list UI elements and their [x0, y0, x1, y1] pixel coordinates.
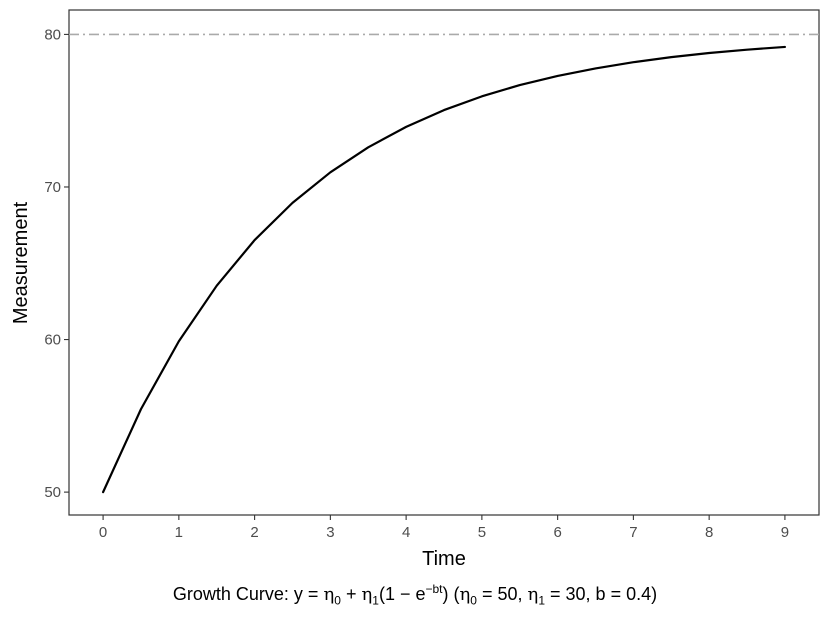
caption-prefix: Growth Curve: y =: [172, 584, 324, 604]
x-tick-label: 0: [99, 524, 107, 541]
eta-symbol: η: [527, 584, 539, 605]
chart-caption: Growth Curve: y = η0 + η1(1 − e−bt) (η0 …: [0, 582, 830, 608]
x-tick-label: 5: [478, 524, 486, 541]
eta-subscript: 1: [538, 593, 546, 608]
y-tick-label: 80: [44, 26, 61, 43]
one-minus-e: 1 − e: [384, 584, 426, 604]
plus-sign: +: [340, 584, 362, 604]
growth-curve-line: [101, 45, 787, 494]
x-tick-label: 9: [781, 524, 789, 541]
param-eta0-value: = 50,: [476, 584, 528, 604]
x-tick-label: 4: [402, 524, 410, 541]
eta-subscript: 1: [372, 593, 379, 608]
y-tick-label: 70: [44, 179, 61, 196]
paren-open: (: [378, 584, 385, 604]
paren-close: ): [442, 584, 449, 604]
eta-symbol: η: [361, 584, 373, 605]
y-axis-title: Measurement: [10, 201, 32, 324]
x-tick-label: 7: [629, 524, 637, 541]
x-tick-label: 8: [705, 524, 713, 541]
y-tick-label: 60: [44, 332, 61, 349]
x-axis-title: Time: [422, 548, 466, 570]
eta-symbol: η: [459, 584, 471, 605]
eta-symbol: η: [323, 584, 335, 605]
y-tick-label: 50: [44, 484, 61, 501]
x-tick-label: 3: [326, 524, 334, 541]
param-eta1-b-value: = 30, b = 0.4): [545, 584, 658, 604]
x-tick-label: 2: [250, 524, 258, 541]
params-open: (: [448, 584, 460, 604]
x-tick-label: 1: [175, 524, 183, 541]
x-tick-label: 6: [553, 524, 561, 541]
growth-curve-chart: 0 1 2 3 4 5 6 7 8 9 50 60 70 80 Time Measurement: [10, 9, 820, 570]
eta-subscript: 0: [470, 593, 477, 608]
eta-subscript: 0: [334, 593, 341, 608]
plot-panel: [68, 9, 820, 516]
exponent: −bt: [425, 582, 443, 596]
